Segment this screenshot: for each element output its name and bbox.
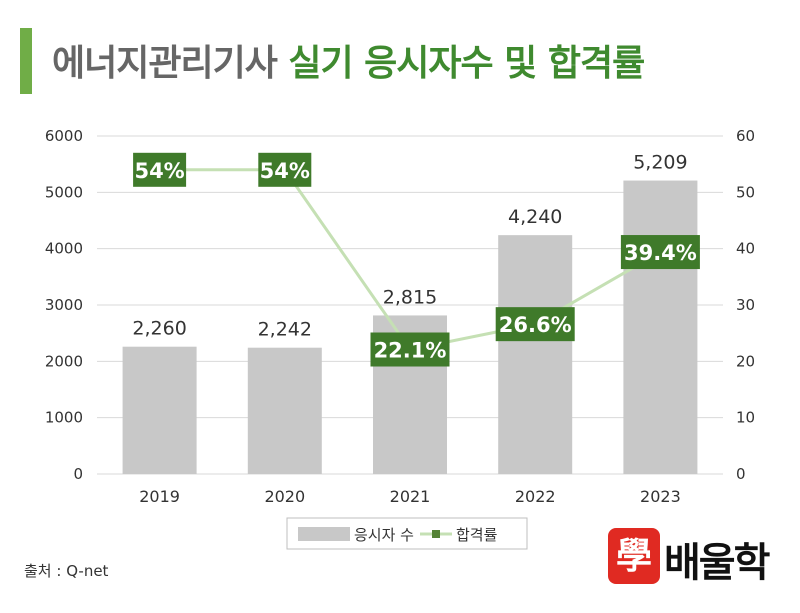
y-left-tick-label: 3000 [45,296,83,314]
y-left-tick-label: 5000 [45,183,83,201]
bar-value-label: 2,242 [258,319,312,341]
line-value-box [620,235,700,270]
y-right-tick-label: 40 [736,240,755,258]
line-value-box [258,152,312,187]
bar-value-label: 2,260 [132,318,186,340]
source-label: 출처 : Q-net [24,562,109,580]
y-right-tick-label: 0 [736,465,746,483]
bar [623,180,698,474]
x-tick-label: 2023 [640,487,681,506]
line-value-label: 26.6% [499,313,572,337]
title-part1: 에너지관리기사 [52,43,278,84]
line-value-box [370,332,450,367]
line-value-label: 54% [260,159,310,183]
y-right-tick-label: 60 [736,127,755,145]
x-tick-label: 2022 [515,487,556,506]
line-value-label: 22.1% [374,339,447,363]
line-value-label: 39.4% [624,241,697,265]
y-left-tick-label: 2000 [45,352,83,370]
legend-line-marker [432,530,440,538]
bar-value-label: 2,815 [383,286,437,308]
x-tick-label: 2020 [264,487,305,506]
title-accent-bar [20,28,32,94]
line-value-label: 54% [134,159,184,183]
y-left-tick-label: 1000 [45,409,83,427]
x-tick-label: 2019 [139,487,180,506]
y-right-tick-label: 20 [736,352,755,370]
bar [122,346,197,474]
y-left-tick-label: 0 [73,465,83,483]
page-title: 에너지관리기사 실기 응시자수 및 합격률 [52,34,645,86]
bar-value-label: 5,209 [633,152,687,174]
logo-seal-icon: 學 [608,528,660,584]
y-right-tick-label: 10 [736,409,755,427]
brand-logo: 學 배울학 [608,528,788,588]
line-value-box [495,307,575,342]
legend-bar-swatch [298,527,350,541]
title-part2: 실기 응시자수 및 합격률 [288,43,645,84]
y-right-tick-label: 30 [736,296,755,314]
y-left-tick-label: 4000 [45,240,83,258]
line-value-box [133,152,187,187]
legend-line-label: 합격률 [456,526,498,544]
y-right-tick-label: 50 [736,183,755,201]
bar [247,347,322,474]
bar-value-label: 4,240 [508,206,562,228]
y-left-tick-label: 6000 [45,127,83,145]
bar [498,235,573,474]
x-tick-label: 2021 [390,487,431,506]
logo-text: 배울학 [664,540,770,586]
legend-box [286,517,528,550]
legend-bar-label: 응시자 수 [354,526,414,544]
